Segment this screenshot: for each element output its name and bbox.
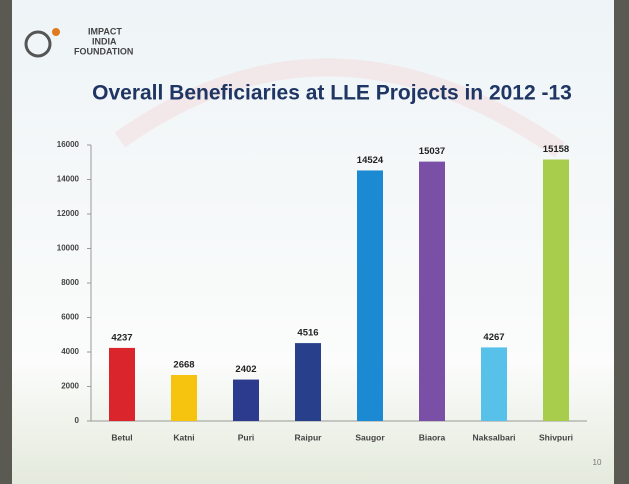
y-tick-label: 8000 xyxy=(61,278,79,287)
page-number: 10 xyxy=(593,458,602,467)
rainbow xyxy=(114,58,566,158)
bar xyxy=(233,379,259,421)
logo-dot xyxy=(52,28,60,36)
logo: IMPACT INDIA FOUNDATION xyxy=(24,26,133,58)
y-tick-label: 12000 xyxy=(57,209,80,218)
x-tick-label: Shivpuri xyxy=(539,432,573,442)
bar xyxy=(419,161,445,421)
x-tick-label: Betul xyxy=(111,432,132,442)
data-label: 15037 xyxy=(419,146,445,157)
bar xyxy=(357,170,383,421)
bar xyxy=(481,347,507,421)
chart-title: Overall Beneficiaries at LLE Projects in… xyxy=(92,82,572,105)
data-label: 4237 xyxy=(111,332,132,343)
x-tick-label: Katni xyxy=(173,432,194,442)
x-tick-label: Puri xyxy=(238,432,255,442)
x-tick-label: Saugor xyxy=(355,432,385,442)
y-tick-label: 10000 xyxy=(57,244,80,253)
y-tick-label: 4000 xyxy=(61,347,79,356)
bar xyxy=(543,159,569,421)
data-label: 4516 xyxy=(297,328,318,339)
logo-text: INDIA xyxy=(92,36,117,46)
data-label: 2668 xyxy=(173,359,194,370)
data-label: 14524 xyxy=(357,155,384,166)
x-tick-label: Biaora xyxy=(419,432,446,442)
data-label: 15158 xyxy=(543,144,569,155)
logo-text: IMPACT xyxy=(88,26,122,36)
x-tick-label: Raipur xyxy=(295,432,323,442)
y-tick-label: 14000 xyxy=(57,175,80,184)
x-tick-label: Naksalbari xyxy=(473,432,516,442)
y-tick-label: 6000 xyxy=(61,313,79,322)
data-label: 2402 xyxy=(235,364,256,375)
y-tick-label: 16000 xyxy=(57,140,80,149)
data-label: 4267 xyxy=(483,332,504,343)
y-tick-label: 0 xyxy=(75,416,80,425)
bar xyxy=(109,347,135,421)
bar xyxy=(295,343,321,421)
logo-text: FOUNDATION xyxy=(74,46,133,56)
y-tick-label: 2000 xyxy=(61,382,79,391)
bar xyxy=(171,374,197,421)
logo-icon xyxy=(24,30,52,58)
